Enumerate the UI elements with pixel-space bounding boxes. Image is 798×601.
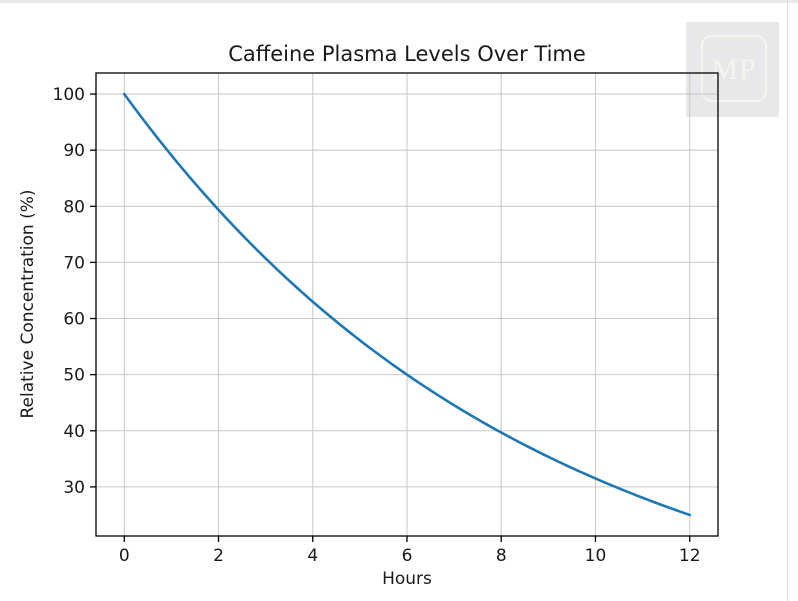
y-tick-label: 70 [63, 253, 85, 273]
x-tick-label: 4 [307, 546, 318, 566]
y-tick-label: 80 [63, 197, 85, 217]
y-axis-label: Relative Concentration (%) [18, 189, 38, 418]
watermark-border [701, 35, 767, 102]
watermark: MP [686, 22, 779, 117]
tick-labels: 0 2 4 6 8 10 12 30 40 50 60 70 80 90 100 [53, 85, 701, 566]
top-border-strip [0, 0, 798, 3]
x-tick-label: 12 [679, 546, 701, 566]
line-series [122, 92, 692, 517]
axes-frame [90, 72, 719, 542]
y-tick-label: 100 [53, 85, 85, 105]
x-axis-label: Hours [382, 569, 432, 589]
y-tick-label: 30 [63, 478, 85, 498]
watermark-logo-text: MP [711, 53, 756, 86]
x-tick-label: 6 [402, 546, 413, 566]
y-tick-label: 90 [63, 141, 85, 161]
y-tick-label: 40 [63, 422, 85, 442]
x-tick-label: 0 [119, 546, 130, 566]
x-tick-label: 10 [585, 546, 607, 566]
y-tick-label: 60 [63, 310, 85, 330]
right-edge-line [787, 0, 788, 601]
y-tick-label: 50 [63, 366, 85, 386]
series-line [122, 92, 692, 517]
chart-title: Caffeine Plasma Levels Over Time [228, 42, 586, 66]
x-tick-label: 8 [496, 546, 507, 566]
grid-layer [96, 73, 718, 536]
x-tick-label: 2 [213, 546, 224, 566]
